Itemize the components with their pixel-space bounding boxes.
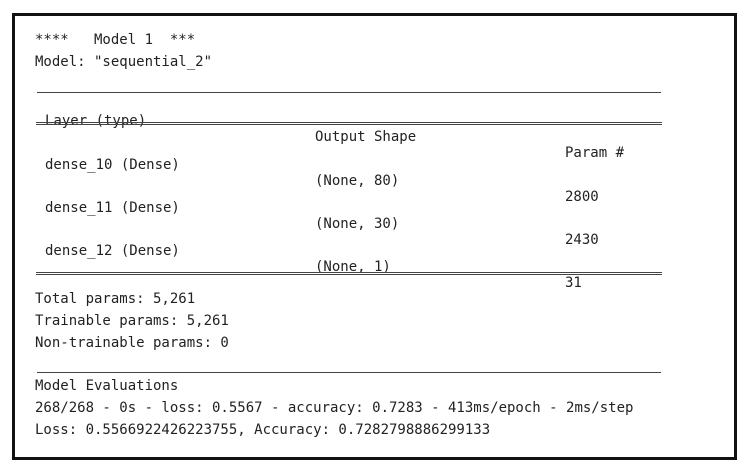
table-row: dense_11 (Dense) (None, 30) 2430 [45,184,675,248]
layer-name: dense_10 (Dense) [45,157,180,173]
table-header-row: Layer (type) Output Shape Param # [45,97,675,161]
column-header-param-count: Param # [565,145,625,161]
evaluation-result: Loss: 0.5566922426223755, Accuracy: 0.72… [35,422,491,438]
model-name: Model: "sequential_2" [35,54,213,70]
table-bottom-rule [36,272,662,275]
summary-bottom-rule [37,372,661,373]
param-count: 31 [565,275,582,291]
column-header-layer: Layer (type) [45,113,147,129]
table-row: dense_12 (Dense) (None, 1) 31 [45,227,675,291]
model-banner: **** Model 1 *** [35,32,196,48]
param-count: 2430 [565,232,599,248]
param-count: 2800 [565,189,599,205]
layer-name: dense_12 (Dense) [45,243,180,259]
table-top-rule [37,92,661,93]
total-params: Total params: 5,261 [35,291,196,307]
table-header-rule [36,122,662,125]
evaluation-progress: 268/268 - 0s - loss: 0.5567 - accuracy: … [35,400,634,416]
output-shape: (None, 1) [315,259,391,275]
output-shape: (None, 80) [315,173,400,189]
table-row: dense_10 (Dense) (None, 80) 2800 [45,141,675,205]
column-header-output-shape: Output Shape [315,129,417,145]
output-shape: (None, 30) [315,216,400,232]
evaluations-title: Model Evaluations [35,378,179,394]
non-trainable-params: Non-trainable params: 0 [35,335,229,351]
trainable-params: Trainable params: 5,261 [35,313,229,329]
layer-name: dense_11 (Dense) [45,200,180,216]
output-panel: **** Model 1 *** Model: "sequential_2" L… [12,13,737,460]
